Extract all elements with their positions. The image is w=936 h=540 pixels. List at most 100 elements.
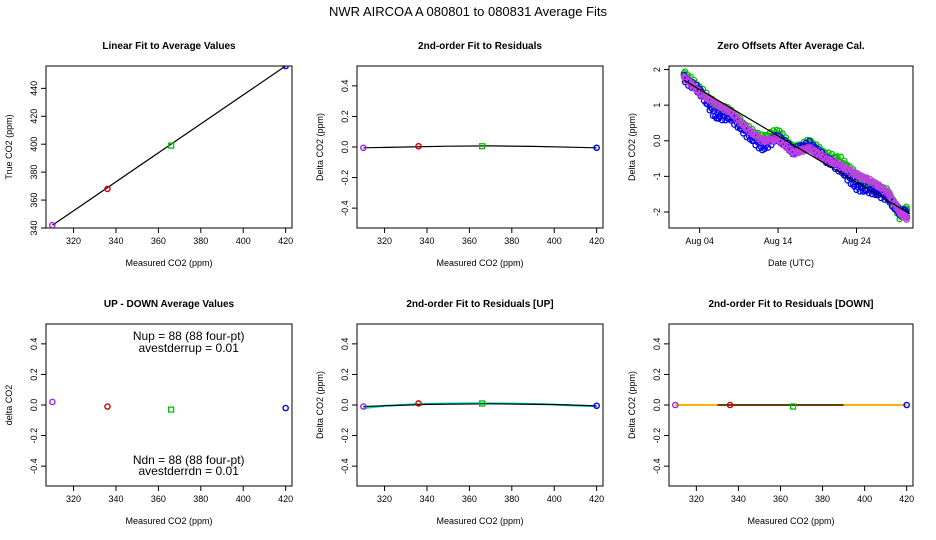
x-tick-label: 340 [108, 236, 123, 246]
x-tick-label: 360 [462, 494, 477, 504]
y-axis-label: Delta CO2 (ppm) [627, 371, 637, 439]
plot-frame [668, 65, 914, 229]
data-layer [49, 398, 289, 413]
x-axis-label: Measured CO2 (ppm) [125, 516, 212, 526]
data-point [478, 400, 486, 407]
annotation-lower-line1: Ndn = 88 (88 four-pt) [133, 453, 245, 467]
data-point [672, 401, 679, 409]
x-tick-label: 320 [66, 494, 81, 504]
x-axis-label: Measured CO2 (ppm) [747, 516, 834, 526]
x-tick-label: Aug 24 [842, 236, 871, 246]
x-tick-label: 320 [377, 494, 392, 504]
panel-title: 2nd-order Fit to Residuals [418, 41, 542, 52]
y-tick-label: 420 [29, 109, 39, 124]
panel-3: Zero Offsets After Average Cal. Aug 04 Aug… [627, 41, 914, 268]
data-point [104, 403, 111, 410]
x-tick-label: 400 [547, 236, 562, 246]
fit-line [683, 79, 911, 215]
data-point [360, 144, 367, 152]
data-point [593, 144, 600, 152]
x-tick-label: 420 [278, 494, 293, 504]
y-tick-label: 0.0 [29, 399, 39, 412]
data-layer [360, 142, 600, 152]
data-point [789, 403, 797, 410]
panel-title: Linear Fit to Average Values [102, 41, 236, 52]
panels: Linear Fit to Average Values 320 340 360 380… [4, 41, 914, 526]
fit-line [363, 403, 597, 408]
panel-title: 2nd-order Fit to Residuals [DOWN] [709, 299, 874, 310]
x-tick-label: 360 [773, 494, 788, 504]
x-tick-label: 320 [66, 236, 81, 246]
panel-title: 2nd-order Fit to Residuals [UP] [406, 299, 553, 310]
series-point [892, 201, 899, 208]
data-point [593, 402, 600, 410]
data-point [49, 221, 56, 228]
x-tick-label: 340 [731, 494, 746, 504]
x-tick-label: 420 [899, 494, 914, 504]
x-tick-label: 400 [547, 494, 562, 504]
fit-line [363, 145, 597, 149]
x-axis-label: Measured CO2 (ppm) [436, 258, 523, 268]
x-tick-label: 360 [151, 494, 166, 504]
y-tick-label: 380 [29, 165, 39, 180]
data-point [282, 66, 289, 70]
annotation-upper-line1: Nup = 88 (88 four-pt) [133, 329, 245, 343]
x-axis-label: Measured CO2 (ppm) [125, 258, 212, 268]
y-tick-label: -2 [652, 208, 662, 216]
x-tick-label: 380 [815, 494, 830, 504]
y-tick-label: 0.0 [340, 399, 350, 412]
panel-5: 2nd-order Fit to Residuals [UP] 320 340 360… [315, 299, 604, 526]
x-tick-label: Aug 04 [685, 236, 714, 246]
data-point [167, 406, 175, 413]
y-tick-label: 0.4 [652, 338, 662, 351]
data-layer [680, 68, 911, 223]
y-tick-label: 440 [29, 81, 39, 96]
panel-1: Linear Fit to Average Values 320 340 360 380… [4, 41, 293, 268]
data-point [282, 404, 289, 412]
x-tick-label: 420 [589, 236, 604, 246]
panel-title: Zero Offsets After Average Cal. [717, 41, 864, 52]
x-tick-label: 400 [236, 494, 251, 504]
x-tick-label: 380 [193, 494, 208, 504]
data-point [903, 401, 910, 409]
y-tick-label: 0.0 [340, 141, 350, 154]
y-tick-label: -0.4 [340, 458, 350, 474]
y-axis-label: True CO2 (ppm) [4, 114, 14, 179]
x-tick-label: 400 [857, 494, 872, 504]
panel-2: 2nd-order Fit to Residuals 320 340 360 380 40… [315, 41, 604, 268]
series-point [903, 214, 911, 222]
data-layer [672, 401, 910, 410]
y-tick-label: -0.4 [652, 458, 662, 474]
series-point [834, 153, 841, 160]
series-point [806, 137, 813, 145]
x-tick-label: 420 [278, 236, 293, 246]
y-tick-label: 340 [29, 220, 39, 235]
data-point [478, 143, 486, 150]
y-tick-label: 0.4 [340, 338, 350, 351]
y-axis-label: Delta CO2 (ppm) [315, 113, 325, 181]
y-tick-label: -0.4 [340, 200, 350, 216]
y-tick-label: 400 [29, 137, 39, 152]
y-tick-label: 0.4 [340, 80, 350, 93]
y-axis-label: Delta CO2 (ppm) [627, 113, 637, 181]
y-tick-label: 0.2 [340, 110, 350, 123]
panel-4: UP - DOWN Average Values 320 340 360 380 400 4… [4, 299, 293, 526]
data-point [49, 398, 56, 406]
figure-title: NWR AIRCOA A 080801 to 080831 Average Fi… [329, 4, 607, 19]
data-point [415, 400, 422, 407]
x-tick-label: 380 [193, 236, 208, 246]
y-tick-label: 0.0 [652, 399, 662, 412]
y-tick-label: 360 [29, 193, 39, 208]
x-tick-label: 320 [377, 236, 392, 246]
x-tick-label: 420 [589, 494, 604, 504]
panel-title: UP - DOWN Average Values [104, 299, 235, 310]
x-tick-label: 360 [462, 236, 477, 246]
data-point [104, 185, 111, 193]
series-point [837, 153, 845, 161]
x-tick-label: 340 [108, 494, 123, 504]
x-tick-label: 380 [504, 236, 519, 246]
x-tick-label: 380 [504, 494, 519, 504]
y-tick-label: 0.2 [652, 368, 662, 381]
x-tick-label: 320 [689, 494, 704, 504]
